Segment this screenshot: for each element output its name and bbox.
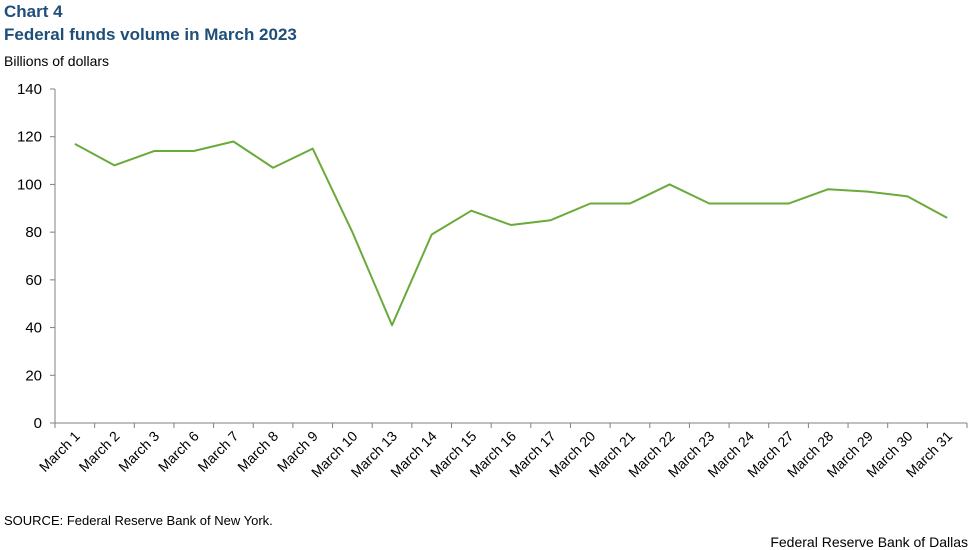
y-tick-label: 40 bbox=[25, 320, 42, 337]
y-tick-label: 140 bbox=[17, 81, 42, 98]
x-tick-label: March 8 bbox=[234, 428, 281, 475]
source-note: SOURCE: Federal Reserve Bank of New York… bbox=[4, 513, 273, 528]
y-tick-label: 80 bbox=[25, 224, 42, 241]
y-tick-label: 100 bbox=[17, 176, 42, 193]
x-tick-label: March 7 bbox=[194, 428, 241, 475]
y-axis-label: Billions of dollars bbox=[4, 53, 109, 69]
credit: Federal Reserve Bank of Dallas bbox=[770, 534, 968, 550]
data-line bbox=[74, 140, 948, 327]
x-tick-label: March 3 bbox=[115, 428, 162, 475]
y-tick-label: 0 bbox=[34, 415, 42, 432]
x-tick-label: March 2 bbox=[76, 428, 123, 475]
y-tick-label: 60 bbox=[25, 272, 42, 289]
x-tick-label: March 6 bbox=[155, 428, 202, 475]
chart-subtitle: Federal funds volume in March 2023 bbox=[4, 25, 297, 44]
x-tick-label: March 1 bbox=[36, 428, 83, 475]
chart-title: Chart 4 bbox=[4, 2, 63, 21]
y-tick-label: 120 bbox=[17, 129, 42, 146]
y-tick-label: 20 bbox=[25, 367, 42, 384]
